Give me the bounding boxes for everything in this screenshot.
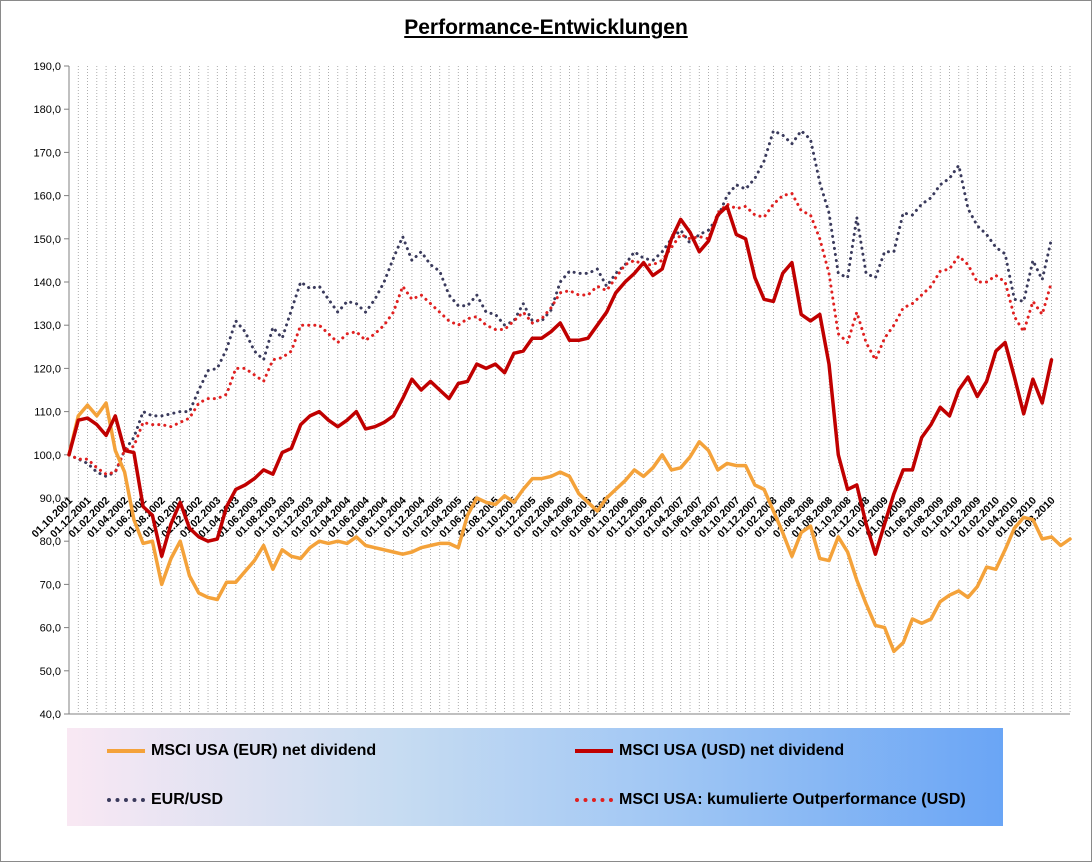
legend-swatch-outperformance [575, 798, 613, 802]
series-line-3 [67, 191, 1053, 476]
y-tick-label: 160,0 [33, 191, 61, 203]
y-tick-label: 50,0 [40, 666, 61, 678]
chart-title: Performance-Entwicklungen [404, 16, 688, 39]
series-line-2 [67, 129, 1053, 478]
y-tick-label: 100,0 [33, 450, 61, 462]
legend-item-usd: MSCI USA (USD) net dividend [575, 742, 844, 760]
y-tick-label: 140,0 [33, 277, 61, 289]
y-tick-label: 110,0 [34, 407, 61, 419]
y-tick-label: 190,0 [33, 61, 61, 73]
series-line-0 [67, 401, 1072, 654]
y-tick-label: 60,0 [40, 623, 61, 635]
legend-item-outperformance: MSCI USA: kumulierte Outperformance (USD… [575, 791, 966, 809]
y-tick-label: 90,0 [40, 493, 61, 505]
y-tick-label: 130,0 [33, 320, 61, 332]
y-tick-label: 170,0 [33, 147, 61, 159]
y-tick-label: 70,0 [40, 579, 61, 591]
legend-item-eurusd: EUR/USD [107, 791, 223, 809]
legend-item-eur: MSCI USA (EUR) net dividend [107, 742, 376, 760]
legend-label-eurusd: EUR/USD [151, 791, 224, 808]
y-tick-label: 150,0 [33, 234, 61, 246]
legend-label-eur: MSCI USA (EUR) net dividend [151, 742, 377, 759]
legend-swatch-eurusd [107, 798, 145, 802]
chart-legend: MSCI USA (EUR) net dividend MSCI USA (US… [67, 728, 1003, 826]
y-tick-label: 180,0 [33, 104, 61, 116]
y-tick-label: 80,0 [40, 536, 61, 548]
legend-label-outperformance: MSCI USA: kumulierte Outperformance (USD… [619, 791, 966, 808]
series-line-1 [67, 204, 1054, 559]
legend-swatch-eur [107, 749, 145, 753]
y-tick-label: 40,0 [40, 709, 61, 721]
legend-swatch-usd [575, 749, 613, 753]
legend-label-usd: MSCI USA (USD) net dividend [619, 742, 845, 759]
y-tick-label: 120,0 [33, 363, 61, 375]
